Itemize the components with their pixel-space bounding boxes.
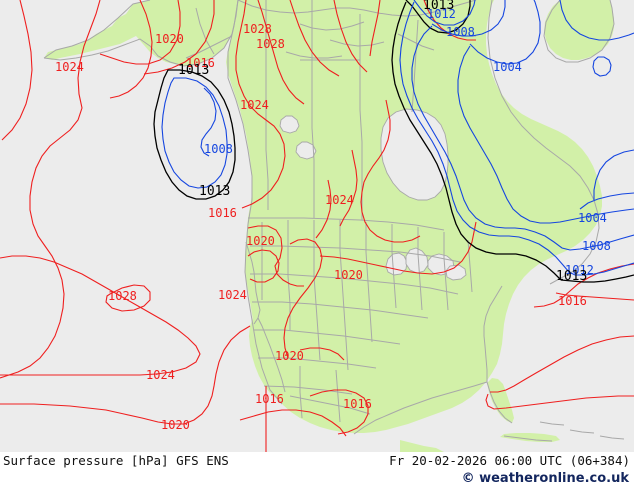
contour-label: 1024 xyxy=(218,288,247,302)
isobar-1024-loop xyxy=(0,0,101,379)
contour-label: 1016 xyxy=(255,392,284,406)
land-greenland xyxy=(544,0,614,60)
contour-label: 1013 xyxy=(199,184,231,199)
map-canvas xyxy=(0,0,634,452)
contour-label: 1020 xyxy=(161,418,190,432)
isobar-1013-pacific-low xyxy=(153,69,236,200)
water-great-lakes-4 xyxy=(445,264,467,281)
isobar-group-1013 xyxy=(153,0,634,283)
contour-label: 1024 xyxy=(146,368,175,382)
contour-label: 1020 xyxy=(334,268,363,282)
land-north-america xyxy=(226,0,602,433)
isobar-1024-c xyxy=(333,0,368,73)
isobar-1024-canada2 xyxy=(339,149,358,227)
isobar-1004-atl xyxy=(579,192,634,210)
water-great-lakes xyxy=(385,252,408,276)
isobar-1004-ne xyxy=(559,0,634,41)
isobar-group-high xyxy=(0,0,634,452)
inland-water-group xyxy=(279,108,467,281)
contour-label: 1020 xyxy=(155,32,184,46)
footer-valid-time: Fr 20-02-2026 06:00 UTC (06+384) xyxy=(389,453,630,468)
isobar-1016-tx xyxy=(239,409,347,437)
contour-label: 1016 xyxy=(186,56,215,70)
isobar-1008-east2 xyxy=(411,25,634,251)
contour-label: 1013 xyxy=(423,0,455,13)
isobar-1020-canada3 xyxy=(360,99,421,243)
contour-label: 1008 xyxy=(446,25,475,39)
contour-label: 1024 xyxy=(55,60,84,74)
map-footer: Surface pressure [hPa] GFS ENS Fr 20-02-… xyxy=(0,452,634,490)
contour-label: 1024 xyxy=(240,98,269,112)
pressure-map[interactable]: 1028 1028 1013 1012 1008 1004 1020 1016 … xyxy=(0,0,634,452)
contour-label: 1004 xyxy=(493,60,522,74)
isobar-1020-can xyxy=(247,225,304,287)
land-baja xyxy=(249,317,285,402)
isobar-1020-baja xyxy=(299,347,345,361)
isobar-group-low xyxy=(161,0,634,276)
water-great-slave-lake xyxy=(295,141,317,160)
contour-label: 1028 xyxy=(256,37,285,51)
isobar-1020-us xyxy=(283,238,323,359)
isobar-1028-a xyxy=(257,0,305,105)
contour-label: 1016 xyxy=(208,206,237,220)
land-florida xyxy=(487,378,514,423)
isobar-1013-canada-east xyxy=(391,1,562,281)
contour-label: 1028 xyxy=(108,289,137,303)
isobar-1008-inner xyxy=(200,87,217,157)
isobar-1024-west xyxy=(247,249,280,283)
water-hudson-bay xyxy=(380,108,449,201)
isobar-1016-gulf xyxy=(485,393,634,410)
contour-label: 1020 xyxy=(246,234,275,248)
isobar-1012-ne xyxy=(399,1,634,276)
water-great-bear-lake xyxy=(279,115,300,134)
isobar-1008-east xyxy=(431,0,506,37)
isobar-1016-atl3 xyxy=(490,335,634,393)
landmass-group xyxy=(44,0,614,452)
contour-label: 1008 xyxy=(204,142,233,156)
contour-label: 1020 xyxy=(275,349,304,363)
land-alaska xyxy=(44,0,240,66)
contour-label: 1028 xyxy=(243,22,272,36)
isobar-1024-ak2 xyxy=(235,0,286,209)
isobar-1028-cell xyxy=(105,284,151,312)
contour-label: 1012 xyxy=(565,263,594,277)
water-great-lakes-2 xyxy=(405,247,429,274)
isobar-1012-east xyxy=(413,0,476,26)
isobar-1024-canada xyxy=(315,179,332,239)
isobar-1024-w xyxy=(1,0,33,141)
isobar-1000-ring xyxy=(592,56,612,77)
isobar-1004-east2 xyxy=(457,45,634,224)
isobar-1024-ne-ak xyxy=(109,0,153,99)
isobar-1016-ak xyxy=(143,0,215,75)
isobar-1004-east xyxy=(469,0,541,65)
isobar-1020-sw xyxy=(0,325,251,425)
copyright-notice[interactable]: © weatheronline.co.uk xyxy=(461,471,629,486)
isobar-1020-ak xyxy=(99,0,181,65)
isobar-1004-far xyxy=(593,149,634,200)
contour-label: 1016 xyxy=(558,294,587,308)
footer-title: Surface pressure [hPa] GFS ENS xyxy=(3,453,229,468)
isobar-1020-us2 xyxy=(319,221,477,275)
isobar-1024-main xyxy=(0,255,201,376)
contour-label: 1016 xyxy=(343,397,372,411)
contour-label: 1024 xyxy=(325,193,354,207)
contour-label: 1008 xyxy=(582,239,611,253)
isobar-1020-c xyxy=(369,0,381,57)
contour-label: 1012 xyxy=(427,7,456,21)
land-cuba xyxy=(500,433,560,442)
isobar-1013-east xyxy=(405,0,471,34)
isobar-1016-tx2 xyxy=(309,389,369,435)
isobar-1008-pacific xyxy=(161,77,228,189)
isobar-1028-b xyxy=(289,0,340,77)
isobar-1016-atl2 xyxy=(533,263,634,308)
isobar-1013-atl xyxy=(560,274,634,283)
land-yucatan xyxy=(400,440,444,452)
contour-label: 1013 xyxy=(556,269,588,284)
border-group xyxy=(43,0,625,442)
contour-label: 1013 xyxy=(178,63,210,78)
contour-label: 1004 xyxy=(578,211,607,225)
